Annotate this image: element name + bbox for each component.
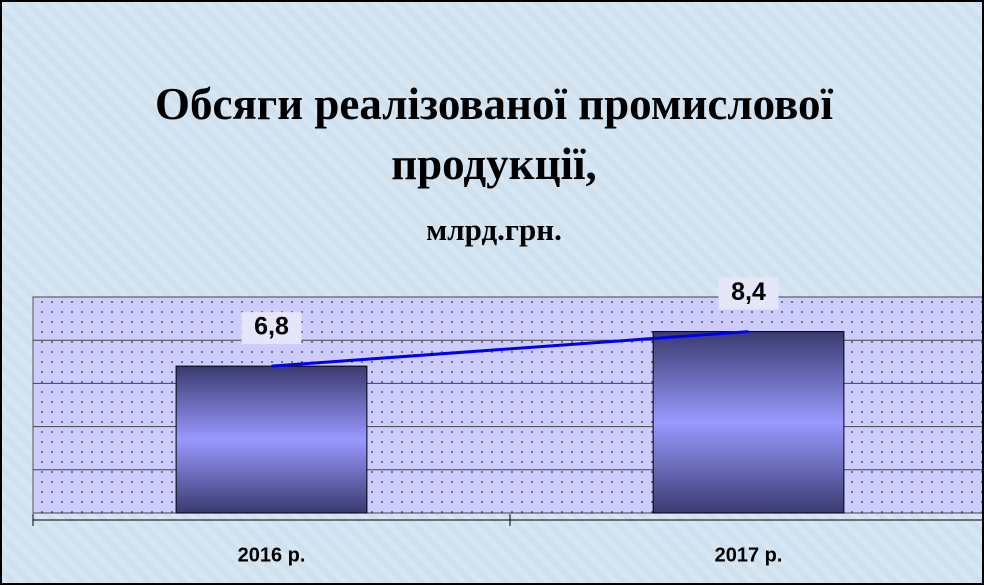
- value-label: 6,8: [254, 313, 289, 341]
- value-label-bg: [718, 277, 779, 310]
- value-label: 8,4: [731, 278, 766, 306]
- trend-line: [271, 330, 749, 368]
- value-label-bg: [241, 312, 302, 345]
- x-tick-label: 2017 р.: [715, 544, 783, 566]
- bar: [175, 365, 368, 514]
- chart-title: Обсяги реалізованої промислової продукці…: [154, 79, 834, 189]
- x-tick-label: 2016 р.: [238, 544, 306, 566]
- chart-subtitle: млрд.грн.: [426, 212, 562, 247]
- bar: [652, 331, 845, 514]
